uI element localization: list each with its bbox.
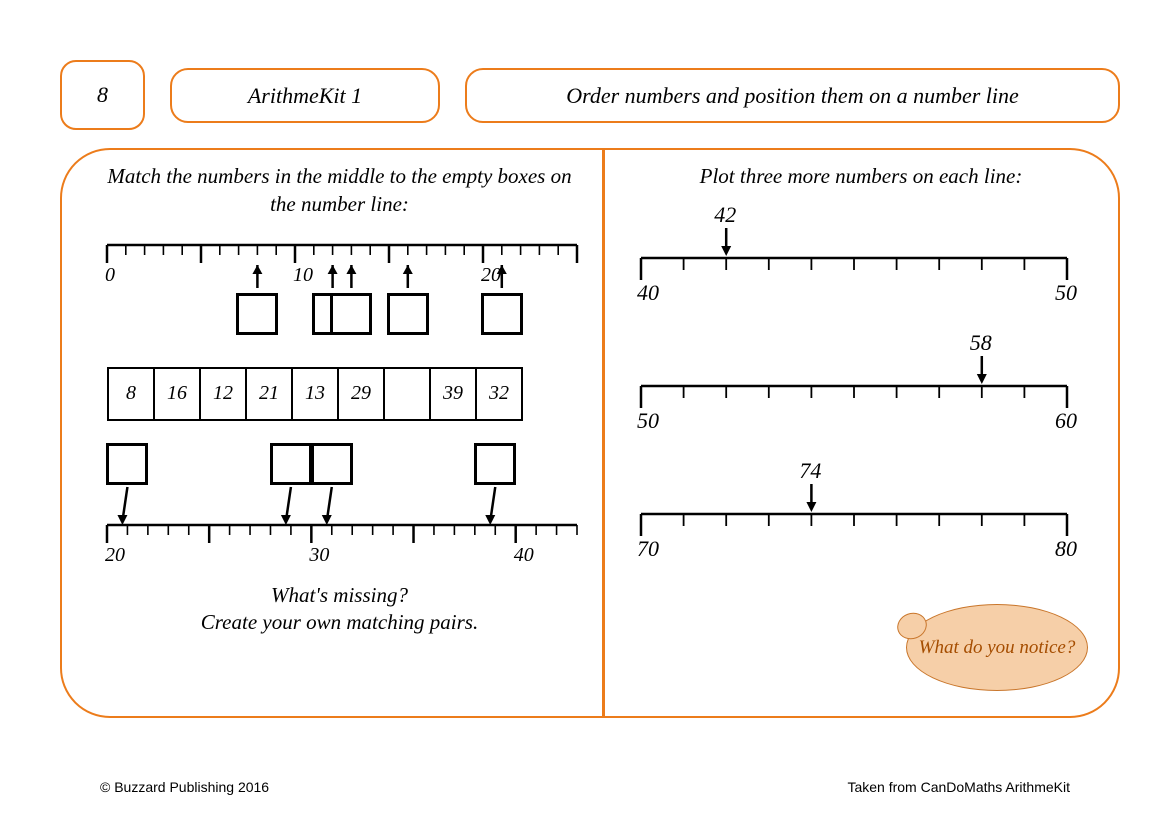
page: 8 ArithmeKit 1 Order numbers and positio… [0, 0, 1170, 827]
svg-text:70: 70 [637, 536, 659, 561]
bubble-text: What do you notice? [919, 636, 1076, 660]
left-instruction: Match the numbers in the middle to the e… [97, 162, 582, 219]
footer: © Buzzard Publishing 2016 Taken from Can… [100, 779, 1070, 795]
svg-text:80: 80 [1055, 536, 1077, 561]
svg-text:50: 50 [1055, 280, 1077, 305]
svg-text:10: 10 [293, 264, 313, 286]
numberline-top: 0 10 20 [97, 233, 582, 353]
svg-text:60: 60 [1055, 408, 1077, 433]
left-question-2: Create your own matching pairs. [97, 610, 582, 635]
header-row: 8 ArithmeKit 1 Order numbers and positio… [60, 60, 1120, 130]
answer-box[interactable] [236, 293, 278, 335]
mini-numberline: 40 50 42 [629, 198, 1093, 326]
answer-box[interactable] [481, 293, 523, 335]
number-cell: 12 [199, 367, 247, 421]
speech-bubble: What do you notice? [906, 604, 1088, 691]
number-cells: 81612211329 3932 [107, 367, 582, 425]
number-cell: 29 [337, 367, 385, 421]
svg-text:74: 74 [799, 458, 821, 483]
number-cell [383, 367, 431, 421]
left-column: Match the numbers in the middle to the e… [62, 150, 602, 716]
svg-text:0: 0 [105, 264, 115, 286]
answer-box[interactable] [330, 293, 372, 335]
number-cell: 13 [291, 367, 339, 421]
right-column: Plot three more numbers on each line: 40… [604, 150, 1118, 716]
svg-text:20: 20 [481, 264, 501, 286]
right-instruction: Plot three more numbers on each line: [629, 162, 1093, 190]
number-cell: 16 [153, 367, 201, 421]
right-numberlines: 40 50 42 50 60 58 70 80 74 [629, 198, 1093, 582]
lesson-topic: Order numbers and position them on a num… [465, 68, 1120, 123]
footer-right: Taken from CanDoMaths ArithmeKit [847, 779, 1070, 795]
number-cell: 39 [429, 367, 477, 421]
lesson-number: 8 [60, 60, 145, 130]
svg-text:42: 42 [714, 202, 736, 227]
number-cell: 32 [475, 367, 523, 421]
mini-numberline: 70 80 74 [629, 454, 1093, 582]
answer-box[interactable] [387, 293, 429, 335]
footer-left: © Buzzard Publishing 2016 [100, 779, 269, 795]
number-cell: 21 [245, 367, 293, 421]
svg-text:50: 50 [637, 408, 659, 433]
main-panel: Match the numbers in the middle to the e… [60, 148, 1120, 718]
kit-title: ArithmeKit 1 [170, 68, 440, 123]
mini-numberline: 50 60 58 [629, 326, 1093, 454]
svg-text:58: 58 [970, 330, 992, 355]
svg-text:40: 40 [637, 280, 659, 305]
left-question-1: What's missing? [97, 583, 582, 608]
numberline-bottom: 203040 [97, 443, 582, 573]
number-cell: 8 [107, 367, 155, 421]
